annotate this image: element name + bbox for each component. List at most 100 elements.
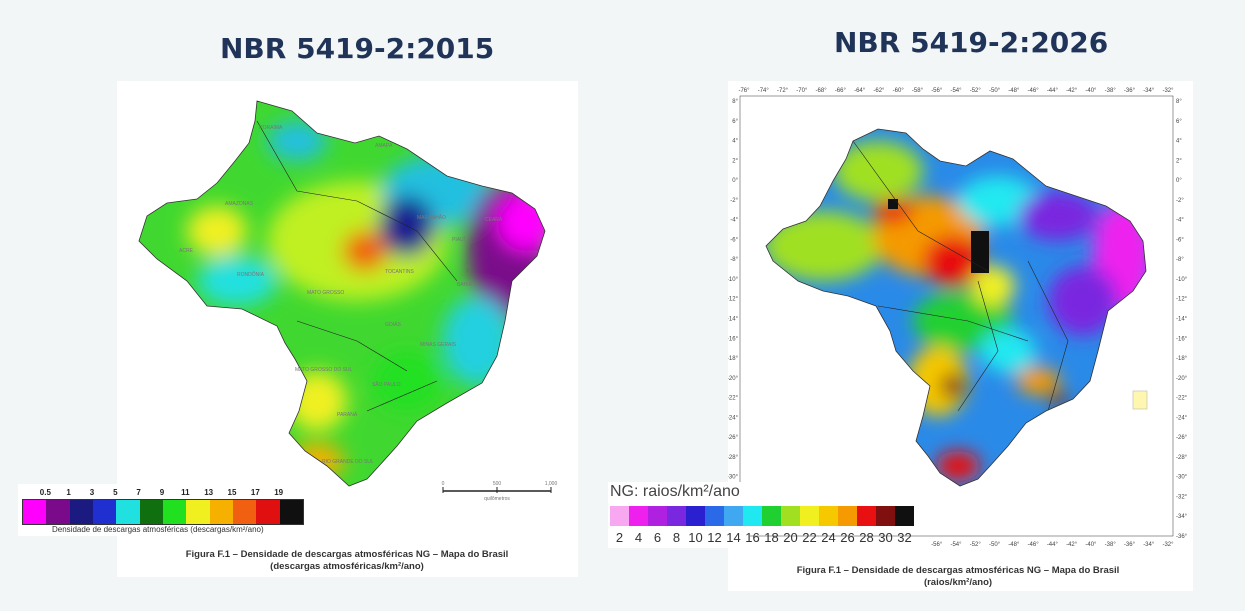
longitude-tick-bottom: -48° xyxy=(1008,542,1020,548)
latitude-tick-left: -10° xyxy=(728,277,739,283)
legend-2015-value: 5 xyxy=(113,488,118,497)
latitude-tick-right: -32° xyxy=(1176,494,1188,500)
legend-2026-swatch xyxy=(781,506,800,526)
longitude-tick-top: -66° xyxy=(835,88,847,94)
latitude-tick-right: 2° xyxy=(1176,158,1182,164)
legend-2026-value: 30 xyxy=(878,530,893,545)
latitude-tick-left: -4° xyxy=(730,218,738,224)
latitude-tick-left: -20° xyxy=(728,376,739,382)
longitude-tick-top: -62° xyxy=(873,88,885,94)
longitude-tick-top: -56° xyxy=(931,88,943,94)
latitude-tick-left: -6° xyxy=(730,237,738,243)
latitude-tick-left: -2° xyxy=(730,198,738,204)
longitude-tick-top: -54° xyxy=(950,88,962,94)
latitude-tick-left: 2° xyxy=(732,158,738,164)
longitude-tick-bottom: -56° xyxy=(931,542,943,548)
latitude-tick-left: -26° xyxy=(728,435,739,441)
longitude-tick-top: -70° xyxy=(796,88,808,94)
legend-2015-value: 17 xyxy=(250,488,260,497)
legend-2015-swatch xyxy=(232,500,257,524)
state-label-maranhao: MARANHÃO xyxy=(417,214,446,221)
state-label-ceara: CEARÁ xyxy=(485,216,503,223)
map-2015: AMAPÁ AMAZONAS ACRE RONDÔNIA MATO GROSSO… xyxy=(138,100,558,502)
legend-2026-swatch xyxy=(838,506,857,526)
legend-2015-swatch xyxy=(92,500,117,524)
state-label-mato-grosso-do-sul: MATO GROSSO DO SUL xyxy=(295,367,353,373)
longitude-tick-bottom: -44° xyxy=(1047,542,1059,548)
legend-2026-value: 2 xyxy=(615,530,624,545)
legend-2026-value: 28 xyxy=(859,530,874,545)
longitude-tick-top: -52° xyxy=(970,88,982,94)
longitude-tick-top: -46° xyxy=(1028,88,1040,94)
latitude-tick-right: -22° xyxy=(1176,396,1188,402)
legend-2026-value: 22 xyxy=(802,530,817,545)
longitude-tick-top: -64° xyxy=(854,88,866,94)
legend-2026-swatch xyxy=(895,506,914,526)
legend-2026-value: 12 xyxy=(707,530,722,545)
legend-2015-caption: Densidade de descargas atmosféricas (des… xyxy=(52,525,264,534)
longitude-ticks-top: -76° -74° -72° -70° -68° -66° -64° -62° -60° -58°… xyxy=(738,88,1174,94)
legend-2026-value: 16 xyxy=(745,530,760,545)
longitude-tick-top: -72° xyxy=(777,88,789,94)
state-label-tocantins: TOCANTINS xyxy=(385,269,414,275)
map-2026-inset-note xyxy=(1132,390,1148,410)
legend-2026-value: 6 xyxy=(653,530,662,545)
latitude-tick-right: -28° xyxy=(1176,455,1188,461)
scale-unit: quilômetros xyxy=(484,496,510,502)
scale-label-500: 500 xyxy=(493,481,502,487)
latitude-tick-right: -8° xyxy=(1176,257,1184,263)
legend-2026-colorbar xyxy=(610,506,914,526)
map-2026-frame xyxy=(739,95,1174,537)
longitude-tick-top: -60° xyxy=(893,88,905,94)
title-2026: NBR 5419-2:2026 xyxy=(834,26,1109,59)
legend-2026-value: 32 xyxy=(897,530,912,545)
legend-2015-value: 7 xyxy=(136,488,141,497)
state-label-goias: GOIÁS xyxy=(385,321,402,328)
state-label-minas-gerais: MINAS GERAIS xyxy=(420,342,457,348)
latitude-tick-right: 8° xyxy=(1176,99,1182,105)
legend-2026-value: 24 xyxy=(821,530,836,545)
scale-bar: 0 500 1,000 quilômetros xyxy=(442,481,558,502)
figure-caption-2015-line1: Figura F.1 – Densidade de descargas atmo… xyxy=(185,549,509,560)
longitude-tick-top: -42° xyxy=(1066,88,1078,94)
legend-2026-swatch xyxy=(629,506,648,526)
state-label-mato-grosso: MATO GROSSO xyxy=(307,290,344,296)
longitude-tick-bottom: -50° xyxy=(989,542,1001,548)
legend-2015-swatch xyxy=(209,500,233,524)
legend-2026-swatch xyxy=(724,506,743,526)
longitude-tick-top: -36° xyxy=(1124,88,1136,94)
latitude-tick-left: 8° xyxy=(732,99,738,105)
legend-2026-swatch xyxy=(819,506,838,526)
longitude-tick-bottom: -54° xyxy=(950,542,962,548)
legend-2015-swatch xyxy=(46,500,70,524)
legend-2015-value: 19 xyxy=(274,488,284,497)
legend-2015-value: 15 xyxy=(227,488,237,497)
latitude-tick-right: -16° xyxy=(1176,336,1188,342)
legend-2026-value: 18 xyxy=(764,530,779,545)
longitude-tick-top: -48° xyxy=(1008,88,1020,94)
latitude-tick-left: -24° xyxy=(728,415,739,421)
map-2015-panel: AMAPÁ AMAZONAS ACRE RONDÔNIA MATO GROSSO… xyxy=(117,81,578,577)
scale-label-1000: 1,000 xyxy=(545,481,558,487)
legend-2015-value: 1 xyxy=(66,488,71,497)
longitude-tick-top: -44° xyxy=(1047,88,1059,94)
state-label-amazonas: AMAZONAS xyxy=(225,201,254,207)
map-2026: -76° -74° -72° -70° -68° -66° -64° -62° -60° -58°… xyxy=(728,88,1188,548)
legend-2026-swatch xyxy=(667,506,686,526)
latitude-tick-left: -12° xyxy=(728,297,739,303)
latitude-tick-left: 6° xyxy=(732,119,738,125)
legend-2015-colorbar xyxy=(22,499,304,525)
legend-2015-swatch xyxy=(69,500,93,524)
legend-2015-swatch xyxy=(139,500,163,524)
latitude-tick-right: -26° xyxy=(1176,435,1188,441)
state-label-amapa: AMAPÁ xyxy=(375,142,393,149)
latitude-tick-left: -8° xyxy=(730,257,738,263)
title-2015: NBR 5419-2:2015 xyxy=(220,32,495,65)
map-2026-panel: -76° -74° -72° -70° -68° -66° -64° -62° -60° -58°… xyxy=(728,81,1193,591)
legend-2015-swatch xyxy=(256,500,280,524)
longitude-tick-top: -38° xyxy=(1105,88,1117,94)
latitude-tick-right: -6° xyxy=(1176,237,1184,243)
state-label-rondonia: RONDÔNIA xyxy=(237,271,265,278)
legend-2026-value: 4 xyxy=(634,530,643,545)
longitude-tick-bottom: -40° xyxy=(1085,542,1097,548)
